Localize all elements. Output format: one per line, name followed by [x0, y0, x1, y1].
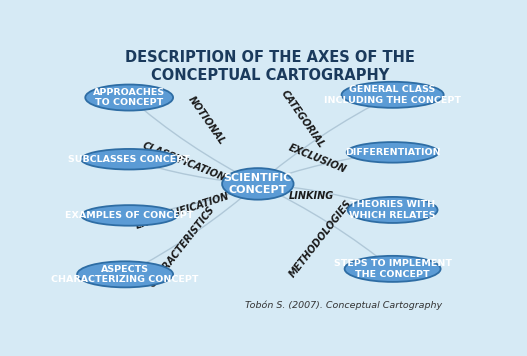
Ellipse shape: [222, 168, 294, 200]
Text: EXEMPLIFICATION: EXEMPLIFICATION: [134, 192, 230, 231]
Text: EXAMPLES OF CONCEPT: EXAMPLES OF CONCEPT: [65, 211, 193, 220]
Text: CLASSIFICATION: CLASSIFICATION: [141, 141, 227, 183]
Text: GENERAL CLASS
INCLUDING THE CONCEPT: GENERAL CLASS INCLUDING THE CONCEPT: [324, 85, 461, 105]
Ellipse shape: [347, 142, 438, 163]
Text: STEPS TO IMPLEMENT
THE CONCEPT: STEPS TO IMPLEMENT THE CONCEPT: [334, 259, 452, 278]
Text: SUBCLASSES CONCEPT: SUBCLASSES CONCEPT: [68, 155, 190, 164]
Ellipse shape: [345, 256, 441, 282]
Text: METHODOLOGIES: METHODOLOGIES: [288, 198, 354, 279]
Ellipse shape: [77, 261, 173, 287]
Ellipse shape: [348, 197, 437, 223]
Text: DESCRIPTION OF THE AXES OF THE
CONCEPTUAL CARTOGRAPHY: DESCRIPTION OF THE AXES OF THE CONCEPTUA…: [125, 49, 415, 83]
Ellipse shape: [341, 82, 444, 108]
Text: EXCLUSION: EXCLUSION: [287, 143, 347, 176]
Text: APPROACHES
TO CONCEPT: APPROACHES TO CONCEPT: [93, 88, 165, 107]
Ellipse shape: [81, 205, 177, 226]
Text: CHARACTERISTICS: CHARACTERISTICS: [148, 204, 217, 289]
Text: Tobón S. (2007). Conceptual Cartography: Tobón S. (2007). Conceptual Cartography: [245, 300, 442, 310]
Text: CATEGORIAL: CATEGORIAL: [279, 89, 326, 150]
Text: NOTIONAL: NOTIONAL: [187, 95, 227, 147]
Ellipse shape: [81, 149, 177, 169]
Text: LINKING: LINKING: [288, 191, 334, 201]
Text: THEORIES WITH
WHICH RELATES: THEORIES WITH WHICH RELATES: [349, 200, 436, 220]
Text: SCIENTIFIC
CONCEPT: SCIENTIFIC CONCEPT: [223, 173, 292, 195]
Text: DIFFERENTIATION: DIFFERENTIATION: [345, 148, 441, 157]
Text: ASPECTS
CHARACTERIZING CONCEPT: ASPECTS CHARACTERIZING CONCEPT: [51, 265, 199, 284]
Ellipse shape: [85, 84, 173, 111]
